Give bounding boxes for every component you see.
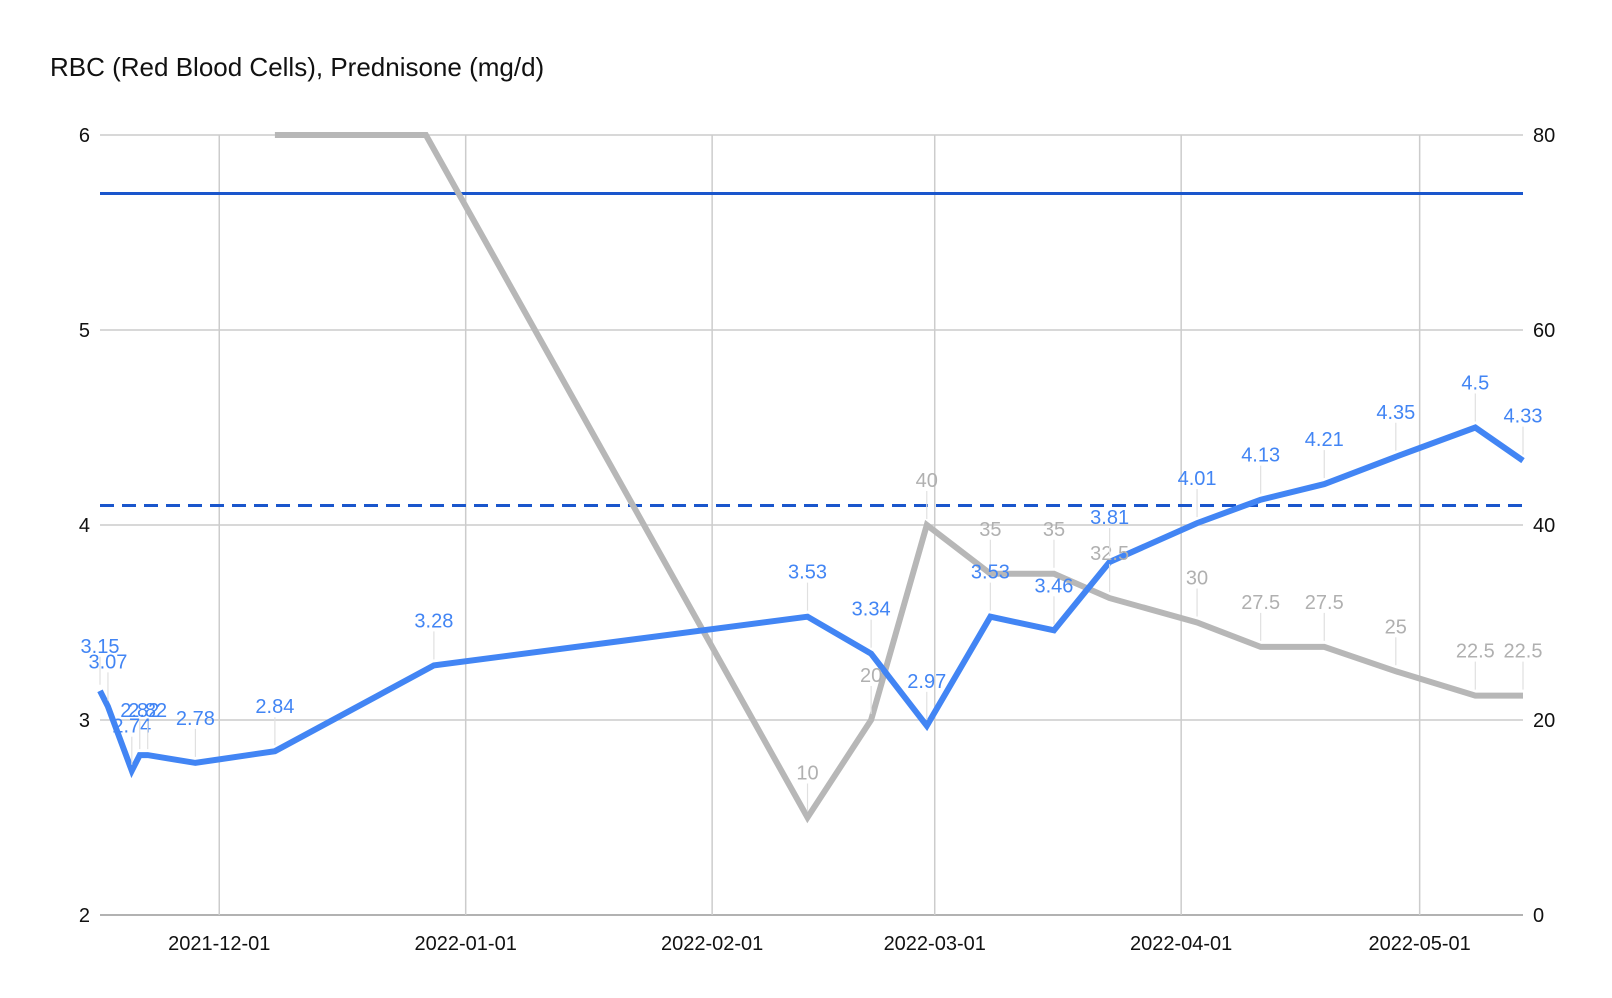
- data-label: 3.07: [88, 651, 127, 673]
- data-label: 4.5: [1461, 373, 1489, 395]
- data-label: 40: [916, 470, 938, 492]
- data-label: 3.34: [852, 599, 891, 621]
- y-left-tick-label: 4: [79, 515, 90, 537]
- reference-lines: [100, 192, 1523, 507]
- chart-title: RBC (Red Blood Cells), Prednisone (mg/d): [50, 52, 545, 82]
- y-right-tick-label: 60: [1533, 320, 1555, 342]
- data-label: 10: [796, 763, 818, 785]
- data-label: 35: [979, 519, 1001, 541]
- data-label: 4.21: [1305, 429, 1344, 451]
- data-label: 2.82: [120, 700, 159, 722]
- y-right-tick-label: 0: [1533, 905, 1544, 927]
- series-line-right: [274, 132, 1523, 824]
- data-label: 4.33: [1504, 406, 1543, 428]
- data-label: 30: [1186, 568, 1208, 590]
- y-left-tick-label: 3: [79, 710, 90, 732]
- data-label: 27.5: [1241, 592, 1280, 614]
- y-right-tick-label: 20: [1533, 710, 1555, 732]
- data-label: 2.84: [255, 696, 294, 718]
- data-label: 25: [1385, 616, 1407, 638]
- x-tick-label: 2022-03-01: [884, 933, 986, 955]
- data-label: 20: [860, 665, 882, 687]
- y-left-tick-label: 6: [79, 125, 90, 147]
- data-label: 2.97: [907, 671, 946, 693]
- data-label: 3.15: [81, 636, 120, 658]
- grid-lines: [100, 134, 1523, 916]
- data-label: 3.46: [1034, 575, 1073, 597]
- data-label: 2.82: [128, 700, 167, 722]
- data-label: 4.01: [1178, 468, 1217, 490]
- series-line-left: [97, 424, 1525, 779]
- series-lines: [97, 132, 1525, 824]
- x-tick-label: 2021-12-01: [168, 933, 270, 955]
- x-tick-label: 2022-05-01: [1368, 933, 1470, 955]
- data-label: 2.78: [176, 708, 215, 730]
- x-tick-label: 2022-04-01: [1130, 933, 1232, 955]
- data-label: 27.5: [1305, 592, 1344, 614]
- data-label: 22.5: [1504, 641, 1543, 663]
- data-label: 35: [1043, 519, 1065, 541]
- x-tick-label: 2022-01-01: [415, 933, 517, 955]
- data-label: 3.53: [788, 562, 827, 584]
- data-label: 3.53: [971, 562, 1010, 584]
- y-right-tick-label: 40: [1533, 515, 1555, 537]
- data-label: 2.74: [112, 716, 151, 738]
- data-label: 4.35: [1376, 402, 1415, 424]
- data-label: 3.28: [414, 610, 453, 632]
- y-left-tick-label: 5: [79, 320, 90, 342]
- y-left-tick-label: 2: [79, 905, 90, 927]
- data-label: 22.5: [1456, 641, 1495, 663]
- data-label: 4.13: [1241, 445, 1280, 467]
- y-right-tick-label: 80: [1533, 125, 1555, 147]
- x-tick-label: 2022-02-01: [661, 933, 763, 955]
- data-label: 3.81: [1090, 507, 1129, 529]
